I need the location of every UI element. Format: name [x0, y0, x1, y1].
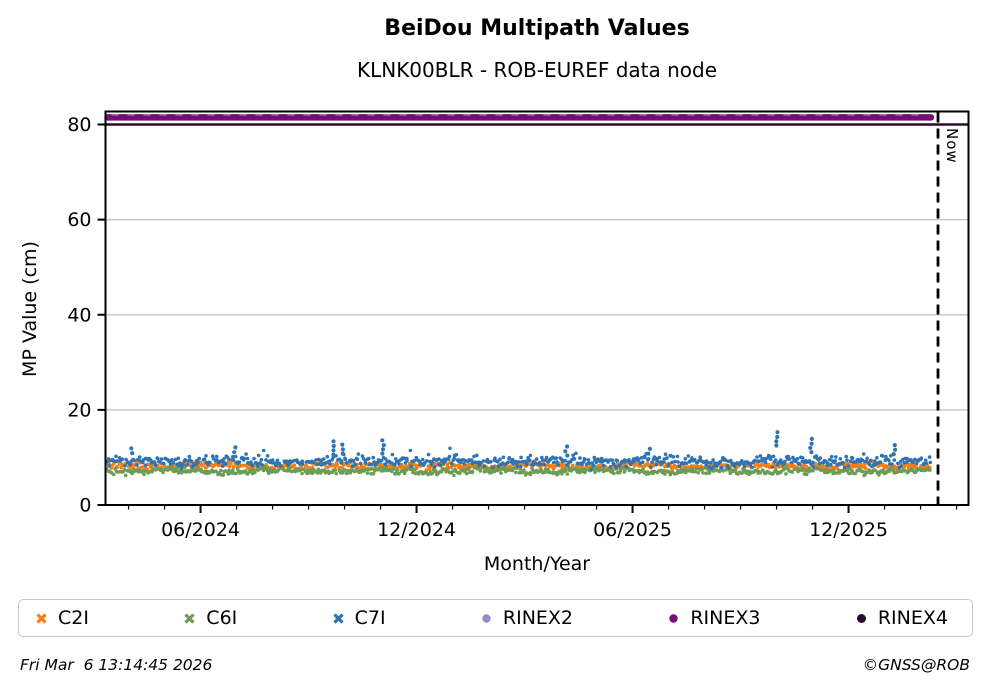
x-axis-label: Month/Year	[483, 553, 591, 575]
y-tick-label: 0	[79, 495, 91, 517]
now-annotation: Now	[943, 128, 961, 164]
legend-item-c6i: C6I	[183, 607, 237, 629]
plot-area: 0 20 40 60 80 06/2024 12/2024 06/2025 12/2025	[67, 110, 970, 541]
x-tick-label: 06/2025	[593, 519, 672, 541]
c6i-x-marker-icon	[184, 612, 195, 624]
y-tick-label: 20	[67, 399, 91, 421]
y-axis-label: MP Value (cm)	[19, 241, 41, 377]
rinex2-dot-marker-icon	[482, 613, 491, 623]
legend-box: C2I C6I C7I RINEX2 RINEX3	[18, 599, 973, 637]
c2i-x-marker-icon	[36, 612, 47, 624]
legend-item-c7i: C7I	[332, 607, 386, 629]
x-tick-label: 12/2024	[377, 519, 456, 541]
legend-item-rinex4: RINEX4	[855, 607, 948, 629]
axes-frame	[104, 110, 970, 506]
x-axis-ticks: 06/2024 12/2024 06/2025 12/2025	[127, 505, 958, 541]
y-tick-label: 60	[67, 209, 91, 231]
rinex3-dot-marker-icon	[669, 613, 679, 623]
x-tick-label: 06/2024	[161, 519, 240, 541]
plot-timestamp: Fri Mar 6 13:14:45 2026	[20, 656, 213, 674]
legend-item-c2i: C2I	[35, 607, 89, 629]
legend-label: RINEX4	[877, 607, 948, 629]
legend-label: C2I	[58, 607, 89, 629]
legend-label: C6I	[206, 607, 238, 629]
legend-label: RINEX2	[502, 607, 574, 629]
legend-label: C7I	[354, 607, 386, 629]
y-tick-label: 80	[67, 114, 91, 136]
chart-subtitle: KLNK00BLR - ROB-EUREF data node	[356, 58, 718, 82]
x-tick-label: 12/2025	[809, 519, 888, 541]
scatter-points-c7i	[105, 430, 933, 472]
legend-label: RINEX3	[690, 607, 761, 629]
copyright-text: ©GNSS@ROB	[862, 656, 970, 674]
chart-title: BeiDou Multipath Values	[384, 16, 690, 41]
legend-item-rinex3: RINEX3	[667, 607, 761, 629]
rinex4-dot-marker-icon	[856, 613, 866, 623]
legend-item-rinex2: RINEX2	[480, 607, 573, 629]
y-tick-label: 40	[67, 304, 91, 326]
y-axis-ticks: 0 20 40 60 80	[67, 114, 106, 517]
c7i-x-marker-icon	[332, 612, 344, 624]
grid-lines	[105, 218, 969, 411]
